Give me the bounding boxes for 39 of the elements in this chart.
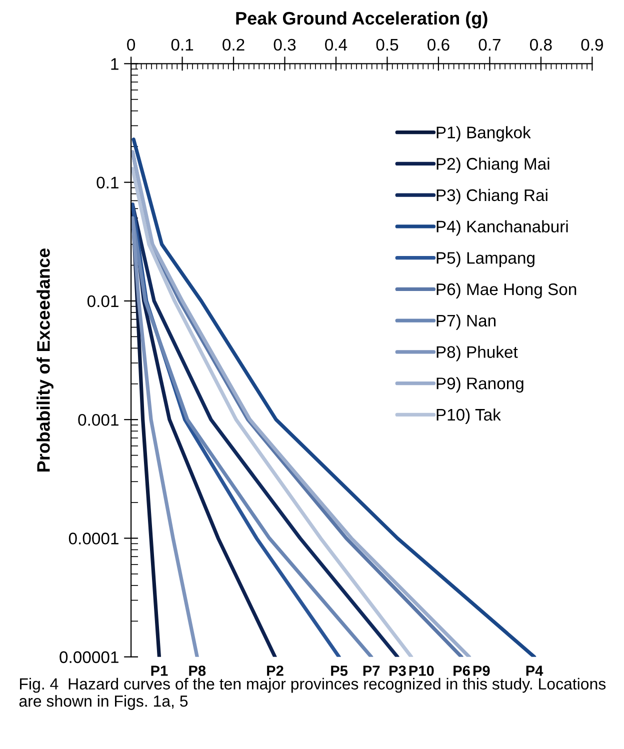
x-tick-label: 0.8 <box>530 38 552 51</box>
legend-label: P6) Mae Hong Son <box>436 282 576 299</box>
annotation: P9 <box>473 666 490 676</box>
legend-label: P9) Ranong <box>436 377 524 393</box>
annotation: P3 <box>390 666 406 676</box>
x-tick-label: 0.7 <box>478 38 500 51</box>
x-tick-label: 0.3 <box>274 38 296 51</box>
y-tick-label: 0.0001 <box>68 532 118 544</box>
x-tick-label: 0.5 <box>376 38 398 51</box>
y-axis-title: Probability of Exceedance <box>36 248 54 472</box>
legend-label: P3) Chiang Rai <box>436 188 548 204</box>
annotation: P1 <box>151 666 168 676</box>
x-tick-label: 0.6 <box>428 38 450 51</box>
annotation: P4 <box>526 666 544 676</box>
x-tick-label: 0.9 <box>581 38 603 51</box>
legend-label: P1) Bangkok <box>436 126 531 142</box>
annotation: P8 <box>189 666 206 676</box>
annotation: P10 <box>409 666 434 676</box>
x-tick-label: 0 <box>127 38 136 51</box>
annotation: P5 <box>331 666 348 676</box>
annotation: P6 <box>454 666 470 676</box>
x-tick-label: 0.2 <box>222 38 244 51</box>
legend-label: P4) Kanchanaburi <box>436 220 568 236</box>
y-tick-label: 1 <box>111 58 118 70</box>
legend-label: P7) Nan <box>436 314 496 330</box>
annotation: P7 <box>363 666 380 676</box>
y-tick-label: 0.001 <box>78 414 118 426</box>
y-tick-label: 0.1 <box>96 176 118 189</box>
x-tick-label: 0.4 <box>325 38 348 51</box>
legend-label: P2) Chiang Mai <box>436 157 550 174</box>
x-axis-title: Peak Ground Acceleration (g) <box>236 11 488 28</box>
y-tick-label: 0.01 <box>87 295 118 308</box>
legend-label: P8) Phuket <box>436 346 518 362</box>
x-tick-label: 0.1 <box>171 38 194 51</box>
y-tick-label: 0.00001 <box>60 651 118 664</box>
legend-label: P5) Lampang <box>436 252 534 268</box>
caption: Fig. 4 Hazard curves of the ten major provinces recognized in this study. Locations are shown in Figs. 1a, 5 <box>19 678 606 710</box>
legend-label: P10) Tak <box>436 408 501 424</box>
annotation: P2 <box>267 666 284 676</box>
